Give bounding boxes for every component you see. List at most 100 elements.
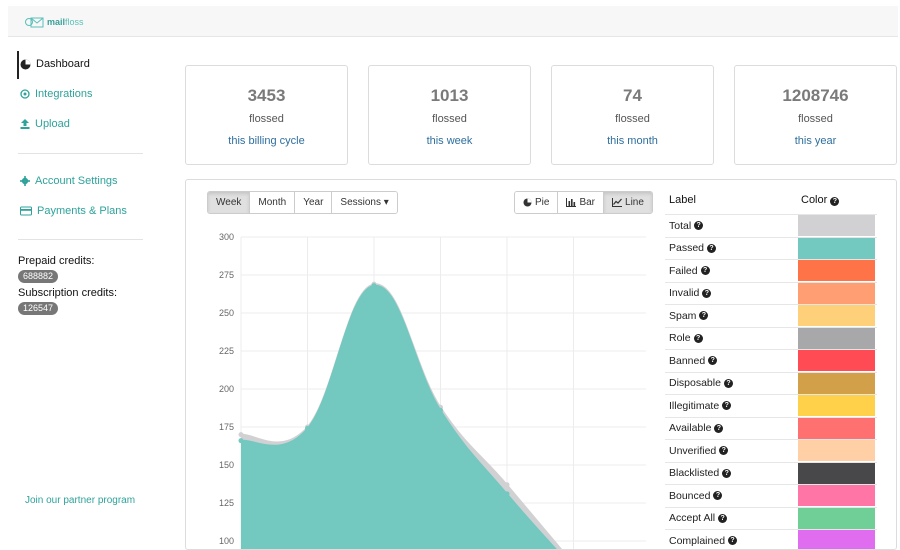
stat-card-billing-cycle: 3453 flossed this billing cycle bbox=[185, 65, 348, 165]
legend-header: Label Color ? bbox=[665, 186, 877, 214]
logo-text: mailfloss bbox=[47, 17, 84, 27]
help-icon[interactable]: ? bbox=[707, 243, 717, 253]
sidebar-item-label: Dashboard bbox=[36, 58, 90, 70]
line-button-label: Line bbox=[625, 197, 644, 208]
legend-row-label: Spam? bbox=[665, 305, 798, 327]
legend-label-text: Blacklisted bbox=[669, 467, 720, 480]
legend-row: Spam? bbox=[665, 304, 877, 327]
week-button[interactable]: Week bbox=[208, 192, 251, 213]
stat-period: this billing cycle bbox=[228, 135, 305, 147]
help-icon[interactable]: ? bbox=[722, 468, 732, 478]
data-point bbox=[504, 491, 510, 497]
legend-color-swatch[interactable] bbox=[798, 462, 875, 484]
legend-row-label: Unverified? bbox=[665, 440, 798, 462]
legend-row-label: Complained? bbox=[665, 530, 798, 549]
sidebar-divider bbox=[18, 239, 143, 240]
help-icon[interactable]: ? bbox=[693, 333, 703, 343]
sidebar-item-payments[interactable]: Payments & Plans bbox=[20, 205, 127, 217]
subscription-credits-badge: 126547 bbox=[18, 302, 59, 315]
stat-value: 1208746 bbox=[782, 86, 849, 105]
help-icon[interactable]: ? bbox=[702, 288, 712, 298]
help-icon[interactable]: ? bbox=[718, 513, 728, 523]
legend-color-swatch[interactable] bbox=[798, 282, 875, 304]
legend-label-text: Failed bbox=[669, 264, 698, 277]
legend-row: Passed? bbox=[665, 236, 877, 260]
sidebar-item-account-settings[interactable]: Account Settings bbox=[20, 175, 118, 187]
data-point bbox=[238, 438, 244, 444]
legend-label-text: Unverified bbox=[669, 444, 717, 457]
data-point bbox=[305, 426, 310, 432]
help-icon[interactable]: ? bbox=[722, 401, 732, 411]
stat-card-month: 74 flossed this month bbox=[551, 65, 714, 165]
legend-label-text: Available bbox=[669, 422, 712, 435]
legend-color-swatch[interactable] bbox=[798, 305, 875, 326]
legend-color-swatch[interactable] bbox=[798, 395, 875, 416]
year-button[interactable]: Year bbox=[295, 192, 333, 213]
legend-row-label: Invalid? bbox=[665, 283, 798, 305]
help-icon[interactable]: ? bbox=[700, 266, 710, 276]
pie-button[interactable]: Pie bbox=[515, 192, 559, 213]
legend-label-text: Spam bbox=[669, 309, 697, 322]
help-icon[interactable]: ? bbox=[699, 311, 709, 321]
sidebar-item-label: Upload bbox=[35, 118, 70, 130]
legend-color-swatch[interactable] bbox=[798, 530, 875, 549]
legend-row-label: Passed? bbox=[665, 238, 798, 260]
legend-row: Blacklisted? bbox=[665, 461, 877, 485]
legend-color-swatch[interactable] bbox=[798, 440, 875, 461]
envelope-icon bbox=[25, 17, 44, 28]
legend-color-swatch[interactable] bbox=[798, 327, 875, 349]
sidebar-item-integrations[interactable]: Integrations bbox=[20, 88, 92, 100]
legend-color-swatch[interactable] bbox=[798, 507, 875, 529]
legend-row: Bounced? bbox=[665, 484, 877, 507]
sidebar-item-upload[interactable]: Upload bbox=[20, 118, 70, 130]
legend-color-swatch[interactable] bbox=[798, 237, 875, 259]
stat-period: this year bbox=[794, 135, 837, 147]
legend-row: Role? bbox=[665, 326, 877, 350]
prepaid-credits-label: Prepaid credits: bbox=[18, 255, 95, 267]
stat-value: 74 bbox=[623, 86, 642, 105]
sidebar-item-label: Integrations bbox=[35, 88, 93, 100]
sidebar-item-dashboard[interactable]: Dashboard bbox=[20, 58, 90, 70]
stat-card-week: 1013 flossed this week bbox=[368, 65, 531, 165]
range-button-group: Week Month Year Sessions ▾ bbox=[207, 191, 398, 214]
legend-color-swatch[interactable] bbox=[798, 215, 875, 236]
legend-color-swatch[interactable] bbox=[798, 350, 875, 371]
partner-program-link[interactable]: Join our partner program bbox=[25, 495, 136, 506]
help-icon[interactable]: ? bbox=[728, 536, 738, 546]
chart-type-button-group: Pie Bar Line bbox=[514, 191, 653, 214]
legend-row-label: Blacklisted? bbox=[665, 463, 798, 485]
stat-period: this week bbox=[426, 135, 473, 147]
legend-label-text: Complained bbox=[669, 534, 726, 547]
logo[interactable]: mailfloss bbox=[24, 16, 84, 28]
line-button[interactable]: Line bbox=[604, 192, 652, 213]
sidebar-item-label: Account Settings bbox=[35, 175, 118, 187]
stat-label: flossed bbox=[432, 113, 467, 125]
legend-color-swatch[interactable] bbox=[798, 417, 875, 439]
legend-color-swatch[interactable] bbox=[798, 260, 875, 281]
help-icon[interactable]: ? bbox=[694, 221, 704, 231]
help-icon[interactable]: ? bbox=[830, 197, 840, 206]
legend-label-text: Bounced bbox=[669, 489, 711, 502]
y-tick-label: 125 bbox=[219, 498, 234, 508]
legend-row: Unverified? bbox=[665, 439, 877, 462]
pie-chart-icon bbox=[523, 198, 532, 207]
legend-label-text: Accept All bbox=[669, 512, 716, 525]
legend-row-label: Failed? bbox=[665, 260, 798, 282]
data-point bbox=[504, 482, 510, 488]
help-icon[interactable]: ? bbox=[714, 423, 724, 433]
pie-button-label: Pie bbox=[535, 197, 550, 208]
legend-label-header: Label bbox=[669, 194, 696, 206]
legend-color-swatch[interactable] bbox=[798, 485, 875, 506]
month-button[interactable]: Month bbox=[250, 192, 296, 213]
help-icon[interactable]: ? bbox=[719, 446, 729, 456]
legend-color-swatch[interactable] bbox=[798, 372, 875, 394]
help-icon[interactable]: ? bbox=[708, 356, 718, 366]
legend-row: Available? bbox=[665, 416, 877, 440]
bar-button[interactable]: Bar bbox=[558, 192, 605, 213]
legend-label-text: Banned bbox=[669, 354, 706, 367]
help-icon[interactable]: ? bbox=[723, 378, 733, 388]
legend-row: Illegitimate? bbox=[665, 394, 877, 417]
help-icon[interactable]: ? bbox=[713, 491, 723, 501]
y-tick-label: 275 bbox=[219, 270, 234, 280]
sessions-dropdown[interactable]: Sessions ▾ bbox=[332, 192, 397, 213]
